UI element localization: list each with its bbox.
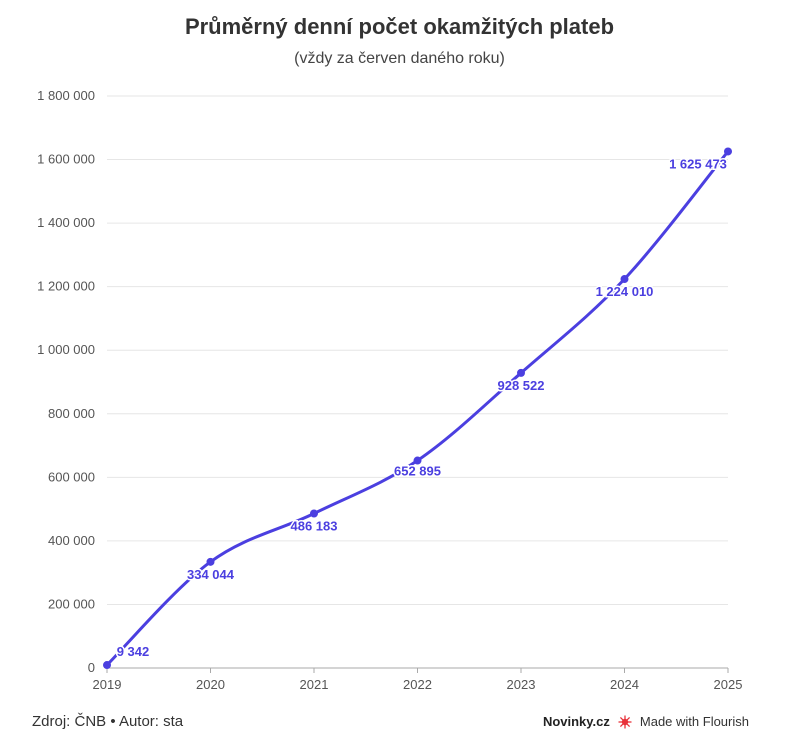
x-tick-label: 2021 [300,677,329,692]
y-tick-label: 800 000 [48,406,95,421]
data-point [517,368,525,377]
data-point [724,147,732,156]
x-tick-label: 2025 [714,677,743,692]
line-chart: 0 200 000 400 000 600 000 800 000 1 000 000 1 … [37,88,743,692]
y-tick-label: 0 [88,660,95,675]
data-label: 1 625 473 [669,156,727,171]
data-point [620,275,629,284]
y-tick-label: 1 200 000 [37,279,95,294]
y-tick-label: 1 600 000 [37,152,95,167]
y-tick-label: 600 000 [48,469,95,484]
x-tick-label: 2020 [196,677,225,692]
x-tick-label: 2022 [403,677,432,692]
y-tick-label: 1 400 000 [37,215,95,230]
data-label: 1 224 010 [596,284,654,299]
data-label: 9 342 [117,644,150,659]
data-point [103,661,111,670]
made-with-flourish-link[interactable]: Made with Flourish [639,714,749,729]
x-tick-label: 2019 [93,677,122,692]
footer-branding: Novinky.cz Made with Flourish [543,714,749,729]
flourish-icon [618,715,632,728]
chart-title: Průměrný denní počet okamžitých plateb [184,14,615,39]
y-tick-label: 400 000 [48,533,95,548]
chart-subtitle: (vždy za červen daného roku) [294,50,505,67]
data-label: 652 895 [394,464,441,479]
x-tick-label: 2023 [507,677,536,692]
data-label: 928 522 [498,378,545,393]
data-point [206,557,215,566]
data-label: 334 044 [187,567,235,582]
y-tick-label: 1 800 000 [37,88,95,103]
data-point [413,456,422,465]
x-tick-label: 2024 [610,677,639,692]
data-label: 486 183 [291,519,338,534]
y-tick-label: 1 000 000 [37,342,95,357]
source-credit: Zdroj: ČNB • Autor: sta [32,713,184,730]
data-point [310,509,318,518]
series-line [105,149,730,667]
brand-logo-text[interactable]: Novinky.cz [542,714,610,729]
y-tick-label: 200 000 [48,596,95,611]
